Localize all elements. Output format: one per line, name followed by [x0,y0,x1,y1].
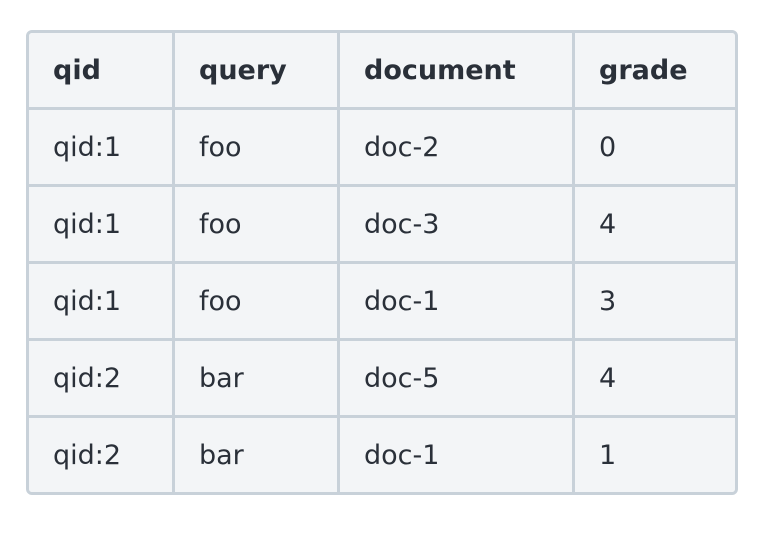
cell-query: foo [172,261,340,341]
cell-query: foo [172,107,340,187]
cell-grade: 1 [572,415,735,492]
cell-document: doc-1 [337,261,575,341]
cell-document: doc-3 [337,184,575,264]
cell-grade: 0 [572,107,735,187]
cell-query: bar [172,415,340,492]
table-row: qid:1 foo doc-2 0 [29,107,735,187]
cell-document: doc-5 [337,338,575,418]
cell-grade: 3 [572,261,735,341]
table-row: qid:2 bar doc-1 1 [29,415,735,492]
header-grade: grade [572,33,735,110]
cell-query: bar [172,338,340,418]
table-row: qid:2 bar doc-5 4 [29,338,735,418]
cell-document: doc-1 [337,415,575,492]
cell-qid: qid:2 [29,338,175,418]
data-table: qid query document grade qid:1 foo doc-2 0 q… [29,33,735,492]
cell-qid: qid:2 [29,415,175,492]
cell-grade: 4 [572,184,735,264]
header-query: query [172,33,340,110]
data-table-container: qid query document grade qid:1 foo doc-2 0 q… [26,30,738,495]
cell-document: doc-2 [337,107,575,187]
cell-qid: qid:1 [29,184,175,264]
header-document: document [337,33,575,110]
table-header-row: qid query document grade [29,33,735,110]
table-row: qid:1 foo doc-3 4 [29,184,735,264]
cell-query: foo [172,184,340,264]
cell-qid: qid:1 [29,261,175,341]
table-row: qid:1 foo doc-1 3 [29,261,735,341]
cell-grade: 4 [572,338,735,418]
cell-qid: qid:1 [29,107,175,187]
header-qid: qid [29,33,175,110]
